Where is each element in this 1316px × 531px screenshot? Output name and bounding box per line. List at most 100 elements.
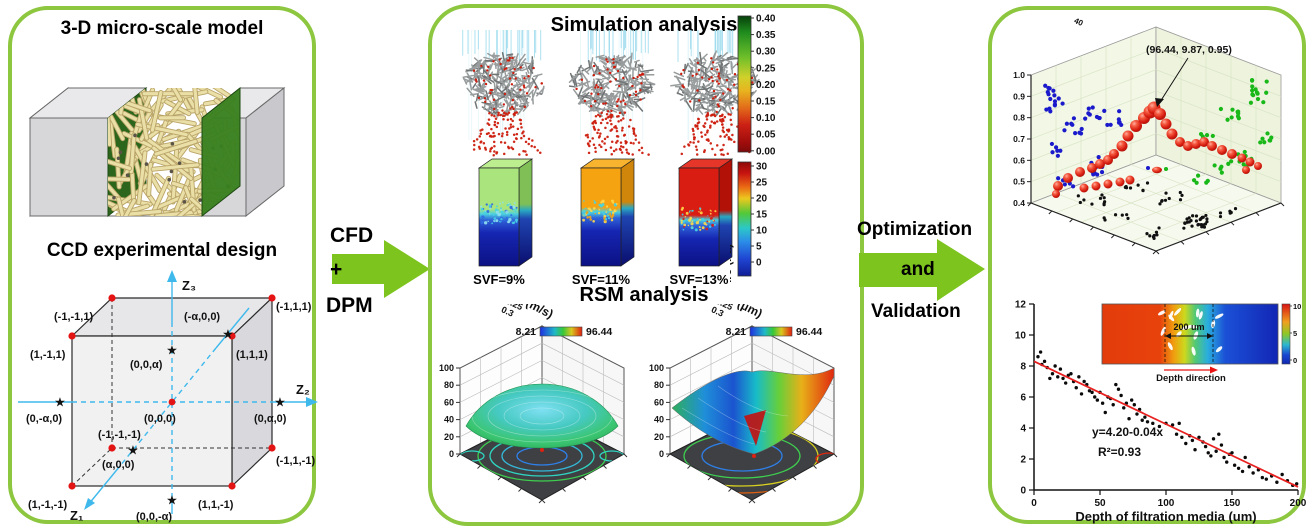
svg-text:4: 4 bbox=[1020, 424, 1026, 435]
svg-text:80: 80 bbox=[444, 380, 454, 390]
fibrous-media-duct-model bbox=[28, 86, 286, 218]
pressure-depth-chart: 024681012050100150200Pressure (Pa)Depth … bbox=[1015, 300, 1307, 525]
svg-text:0: 0 bbox=[1293, 356, 1297, 365]
svg-text:10: 10 bbox=[1293, 302, 1301, 311]
svg-text:10: 10 bbox=[756, 226, 768, 237]
arrow2-line3: Validation bbox=[871, 301, 961, 322]
panel-simulation-rsm: Simulation analysis 0.40 0.35 0.30 0.25 0.20… bbox=[428, 4, 864, 526]
pressure-field-bars bbox=[477, 158, 734, 267]
svg-text:8.21: 8.21 bbox=[516, 326, 537, 338]
svg-text:(α,0,0): (α,0,0) bbox=[102, 459, 135, 471]
svg-text:40: 40 bbox=[654, 415, 664, 425]
ccd-title: CCD experimental design bbox=[46, 240, 278, 261]
svg-text:100: 100 bbox=[439, 363, 454, 373]
svg-text:8.21: 8.21 bbox=[726, 326, 747, 338]
svg-text:(-1,1,1): (-1,1,1) bbox=[276, 301, 312, 313]
panel-model-and-design: 3-D micro-scale model CCD experimental d… bbox=[8, 6, 318, 524]
svg-text:0.10: 0.10 bbox=[756, 113, 776, 124]
svg-text:0.3: 0.3 bbox=[710, 304, 726, 318]
svg-text:0.3: 0.3 bbox=[500, 304, 516, 318]
svg-text:(96.44, 9.87, 0.95): (96.44, 9.87, 0.95) bbox=[1146, 44, 1232, 56]
svg-text:12: 12 bbox=[1015, 300, 1027, 311]
rsm-surface-diameter: 100806040200η (%)0.30.250.20.150.1910111… bbox=[649, 304, 838, 504]
svg-text:0: 0 bbox=[1031, 498, 1037, 509]
svg-text:y=4.20-0.04x: y=4.20-0.04x bbox=[1092, 425, 1163, 439]
optimization-validation-arrow: Optimization and Validation bbox=[853, 205, 987, 335]
svg-text:0.5: 0.5 bbox=[1013, 177, 1025, 187]
svg-text:0.25: 0.25 bbox=[714, 304, 734, 312]
arrow1-line1: CFD bbox=[330, 224, 374, 247]
svg-text:0.6: 0.6 bbox=[1013, 155, 1025, 165]
svg-text:200: 200 bbox=[1290, 498, 1307, 509]
cfd-dpm-arrow: CFD + DPM bbox=[322, 210, 434, 330]
svg-text:96.44: 96.44 bbox=[586, 326, 612, 338]
svg-text:★: ★ bbox=[166, 493, 178, 508]
svg-text:0: 0 bbox=[659, 449, 664, 459]
svg-text:0.35: 0.35 bbox=[756, 30, 776, 41]
svg-text:0.40: 0.40 bbox=[756, 14, 776, 25]
svg-text:Depth of filtration media (um): Depth of filtration media (um) bbox=[1075, 509, 1256, 524]
svg-text:0.00: 0.00 bbox=[756, 146, 776, 157]
svg-text:★: ★ bbox=[127, 443, 139, 458]
svg-text:20: 20 bbox=[756, 194, 768, 205]
svg-text:0.8: 0.8 bbox=[1013, 113, 1025, 123]
svg-text:(0,-α,0): (0,-α,0) bbox=[26, 413, 62, 425]
svg-text:200 um: 200 um bbox=[1173, 322, 1204, 332]
svg-text:6: 6 bbox=[1020, 393, 1026, 404]
svg-text:40: 40 bbox=[444, 415, 454, 425]
arrow2-line1: Optimization bbox=[857, 219, 973, 240]
svg-text:0: 0 bbox=[756, 258, 762, 269]
svg-text:Pressure (Pa): Pressure (Pa) bbox=[730, 244, 734, 282]
svg-text:★: ★ bbox=[54, 395, 66, 410]
svg-text:(1,-1,1): (1,-1,1) bbox=[30, 349, 66, 361]
svg-text:(0,0,α): (0,0,α) bbox=[130, 359, 163, 371]
svg-text:Z₁: Z₁ bbox=[70, 508, 83, 523]
svg-text:0.15: 0.15 bbox=[756, 97, 776, 108]
model-title: 3-D micro-scale model bbox=[60, 18, 264, 39]
svg-text:5: 5 bbox=[1293, 329, 1297, 338]
svf-label-13: SVF=13% bbox=[669, 272, 729, 287]
svg-text:0.7: 0.7 bbox=[1013, 134, 1025, 144]
svg-text:100: 100 bbox=[649, 363, 664, 373]
svg-text:(0,0,0): (0,0,0) bbox=[144, 413, 176, 425]
arrow1-line2: + bbox=[330, 258, 343, 281]
svg-text:(1,-1,-1): (1,-1,-1) bbox=[28, 499, 67, 511]
svg-text:8: 8 bbox=[1020, 362, 1026, 373]
svg-text:10: 10 bbox=[1015, 331, 1027, 342]
svg-text:(-1,1,-1): (-1,1,-1) bbox=[276, 455, 315, 467]
svg-text:Z₃: Z₃ bbox=[182, 278, 196, 293]
rsm-title: RSM analysis bbox=[579, 284, 709, 306]
pressure-colorbar: 30 25 20 15 10 5 0 Pressure (Pa) bbox=[730, 162, 768, 283]
rsm-surface-velocity: 100806040200η (%)0.30.250.20.150.1910111… bbox=[439, 304, 628, 504]
panel-optimization-results: 1.00.90.80.70.60.50.44050607080901001015… bbox=[988, 6, 1307, 525]
svf-label-9: SVF=9% bbox=[473, 272, 525, 287]
svg-text:Z₂: Z₂ bbox=[296, 382, 310, 397]
right-arrow-icon bbox=[859, 239, 985, 301]
desirability-3d-scatter: 1.00.90.80.70.60.50.44050607080901001015… bbox=[1013, 18, 1285, 255]
svg-text:25: 25 bbox=[756, 178, 768, 189]
svg-text:(-1,-1,1): (-1,-1,1) bbox=[54, 311, 93, 323]
svg-text:0.05: 0.05 bbox=[756, 130, 776, 141]
svg-text:50: 50 bbox=[1094, 498, 1106, 509]
svg-text:1.0: 1.0 bbox=[1013, 70, 1025, 80]
svg-text:0.4: 0.4 bbox=[1013, 198, 1025, 208]
svg-text:30: 30 bbox=[756, 162, 768, 173]
svg-text:(0,α,0): (0,α,0) bbox=[254, 413, 287, 425]
svg-text:60: 60 bbox=[654, 397, 664, 407]
arrow1-line3: DPM bbox=[326, 294, 373, 317]
particle-velocity-colorbar: 0.400.350.300.250.200.150.100.050.00Part… bbox=[737, 14, 776, 157]
svg-text:(0,0,-α): (0,0,-α) bbox=[136, 511, 172, 523]
svg-text:20: 20 bbox=[654, 432, 664, 442]
svg-text:0.30: 0.30 bbox=[756, 47, 776, 58]
svg-text:(-α,0,0): (-α,0,0) bbox=[184, 311, 220, 323]
svg-text:100: 100 bbox=[1158, 498, 1175, 509]
svg-text:150: 150 bbox=[1224, 498, 1241, 509]
svg-text:0.20: 0.20 bbox=[756, 80, 776, 91]
particle-cloud-simulations bbox=[462, 30, 761, 157]
svg-text:2: 2 bbox=[1020, 455, 1026, 466]
svg-text:96.44: 96.44 bbox=[796, 326, 822, 338]
svg-text:60: 60 bbox=[444, 397, 454, 407]
svg-text:0: 0 bbox=[1020, 486, 1026, 497]
svg-text:5: 5 bbox=[756, 242, 762, 253]
svg-text:D (μm): D (μm) bbox=[724, 304, 764, 321]
